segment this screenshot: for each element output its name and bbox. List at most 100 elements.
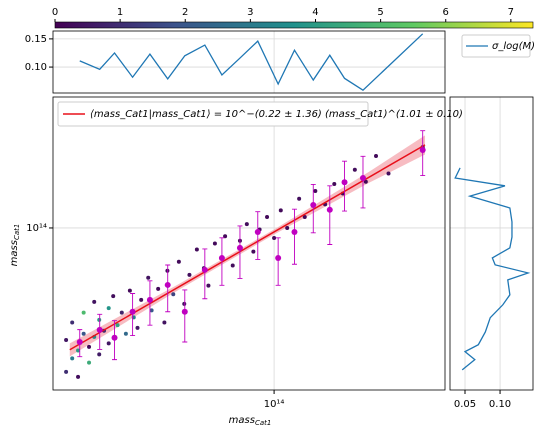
point (265, 214, 270, 219)
colorbar-tick-label: 4 (312, 7, 318, 18)
error-bar (327, 185, 333, 245)
bin-mean (254, 228, 261, 235)
right-plot (454, 167, 531, 371)
y-tick-label: 0.15 (25, 34, 47, 45)
point (127, 288, 132, 293)
point (139, 297, 144, 302)
colorbar-tick-label: 3 (247, 7, 253, 18)
right-panel (450, 97, 533, 390)
sigma-profile (454, 167, 531, 371)
point (135, 325, 140, 330)
point (272, 235, 277, 240)
point (97, 352, 102, 357)
main-legend (57, 101, 369, 127)
point (176, 259, 181, 264)
colorbar-tick-label: 7 (508, 7, 514, 18)
bin-mean (164, 281, 171, 288)
error-bar (420, 130, 426, 176)
point (363, 179, 368, 184)
point (115, 323, 120, 328)
colorbar-tick-label: 0 (52, 7, 58, 18)
bin-mean (291, 228, 298, 235)
bin-mean (310, 201, 317, 208)
y-tick-label: 10¹⁴ (26, 223, 47, 234)
point (87, 344, 92, 349)
point (70, 320, 75, 325)
bin-mean (181, 308, 188, 315)
bin-mean (111, 334, 118, 341)
point (194, 247, 199, 252)
point (182, 301, 187, 306)
bin-mean (419, 146, 426, 153)
fit-line (69, 144, 426, 351)
error-bar (237, 225, 243, 279)
colorbar-tick-label: 2 (182, 7, 188, 18)
point (156, 286, 161, 291)
bin-mean (236, 244, 243, 251)
point (162, 320, 167, 325)
error-bar (147, 280, 153, 326)
error-bar (275, 237, 281, 286)
y-label: massCat1 (9, 224, 21, 267)
point (206, 283, 211, 288)
y-label-base: mass (9, 240, 20, 266)
point (76, 348, 81, 353)
x-label: massCat1 (229, 415, 272, 427)
point (302, 214, 307, 219)
point (285, 225, 290, 230)
bin-mean (146, 296, 153, 303)
bin-mean (359, 174, 366, 181)
colorbar-tick-label: 6 (443, 7, 449, 18)
point (70, 356, 75, 361)
error-bar (219, 237, 225, 286)
point (244, 222, 249, 227)
top-panel (53, 31, 445, 93)
error-bar (291, 208, 297, 265)
fit-band (69, 135, 426, 357)
error-bar (360, 155, 366, 209)
top-frame (52, 30, 446, 94)
point (97, 317, 102, 322)
point (81, 310, 86, 315)
point (146, 275, 151, 280)
y-tick-label: 0.10 (25, 62, 47, 73)
main-panel (53, 97, 445, 390)
point (92, 299, 97, 304)
legend-sigma-label: σ_log(M) (492, 41, 535, 52)
bin-mean (218, 255, 225, 262)
main-frame (52, 96, 446, 391)
x-tick-label: 0.05 (454, 399, 476, 410)
point (81, 331, 86, 336)
top-plot (79, 33, 424, 92)
bin-mean (96, 326, 103, 333)
bin-mean (129, 308, 136, 315)
point (106, 341, 111, 346)
x-label-sub: Cat1 (255, 419, 271, 427)
bin-mean (326, 206, 333, 213)
point (297, 196, 302, 201)
error-bar (202, 248, 208, 300)
point (111, 294, 116, 299)
bin-mean (275, 255, 282, 262)
point (123, 331, 128, 336)
error-bar (255, 211, 261, 260)
point (230, 263, 235, 268)
point (64, 338, 69, 343)
colorbar-tick-label: 1 (117, 7, 123, 18)
point (278, 208, 283, 213)
error-bar (310, 184, 316, 234)
x-label-base: mass (229, 415, 255, 426)
point (251, 249, 256, 254)
bin-mean (76, 339, 83, 346)
error-bar (182, 289, 188, 343)
point (171, 292, 176, 297)
point (313, 189, 318, 194)
point (223, 234, 228, 239)
point (76, 374, 81, 379)
legend-fit-label: ⟨mass_Cat1|mass_Cat1⟩ = 10^−(0.22 ± 1.36… (90, 109, 463, 120)
point (119, 310, 124, 315)
point (149, 308, 154, 313)
point (386, 171, 391, 176)
point (87, 360, 92, 365)
